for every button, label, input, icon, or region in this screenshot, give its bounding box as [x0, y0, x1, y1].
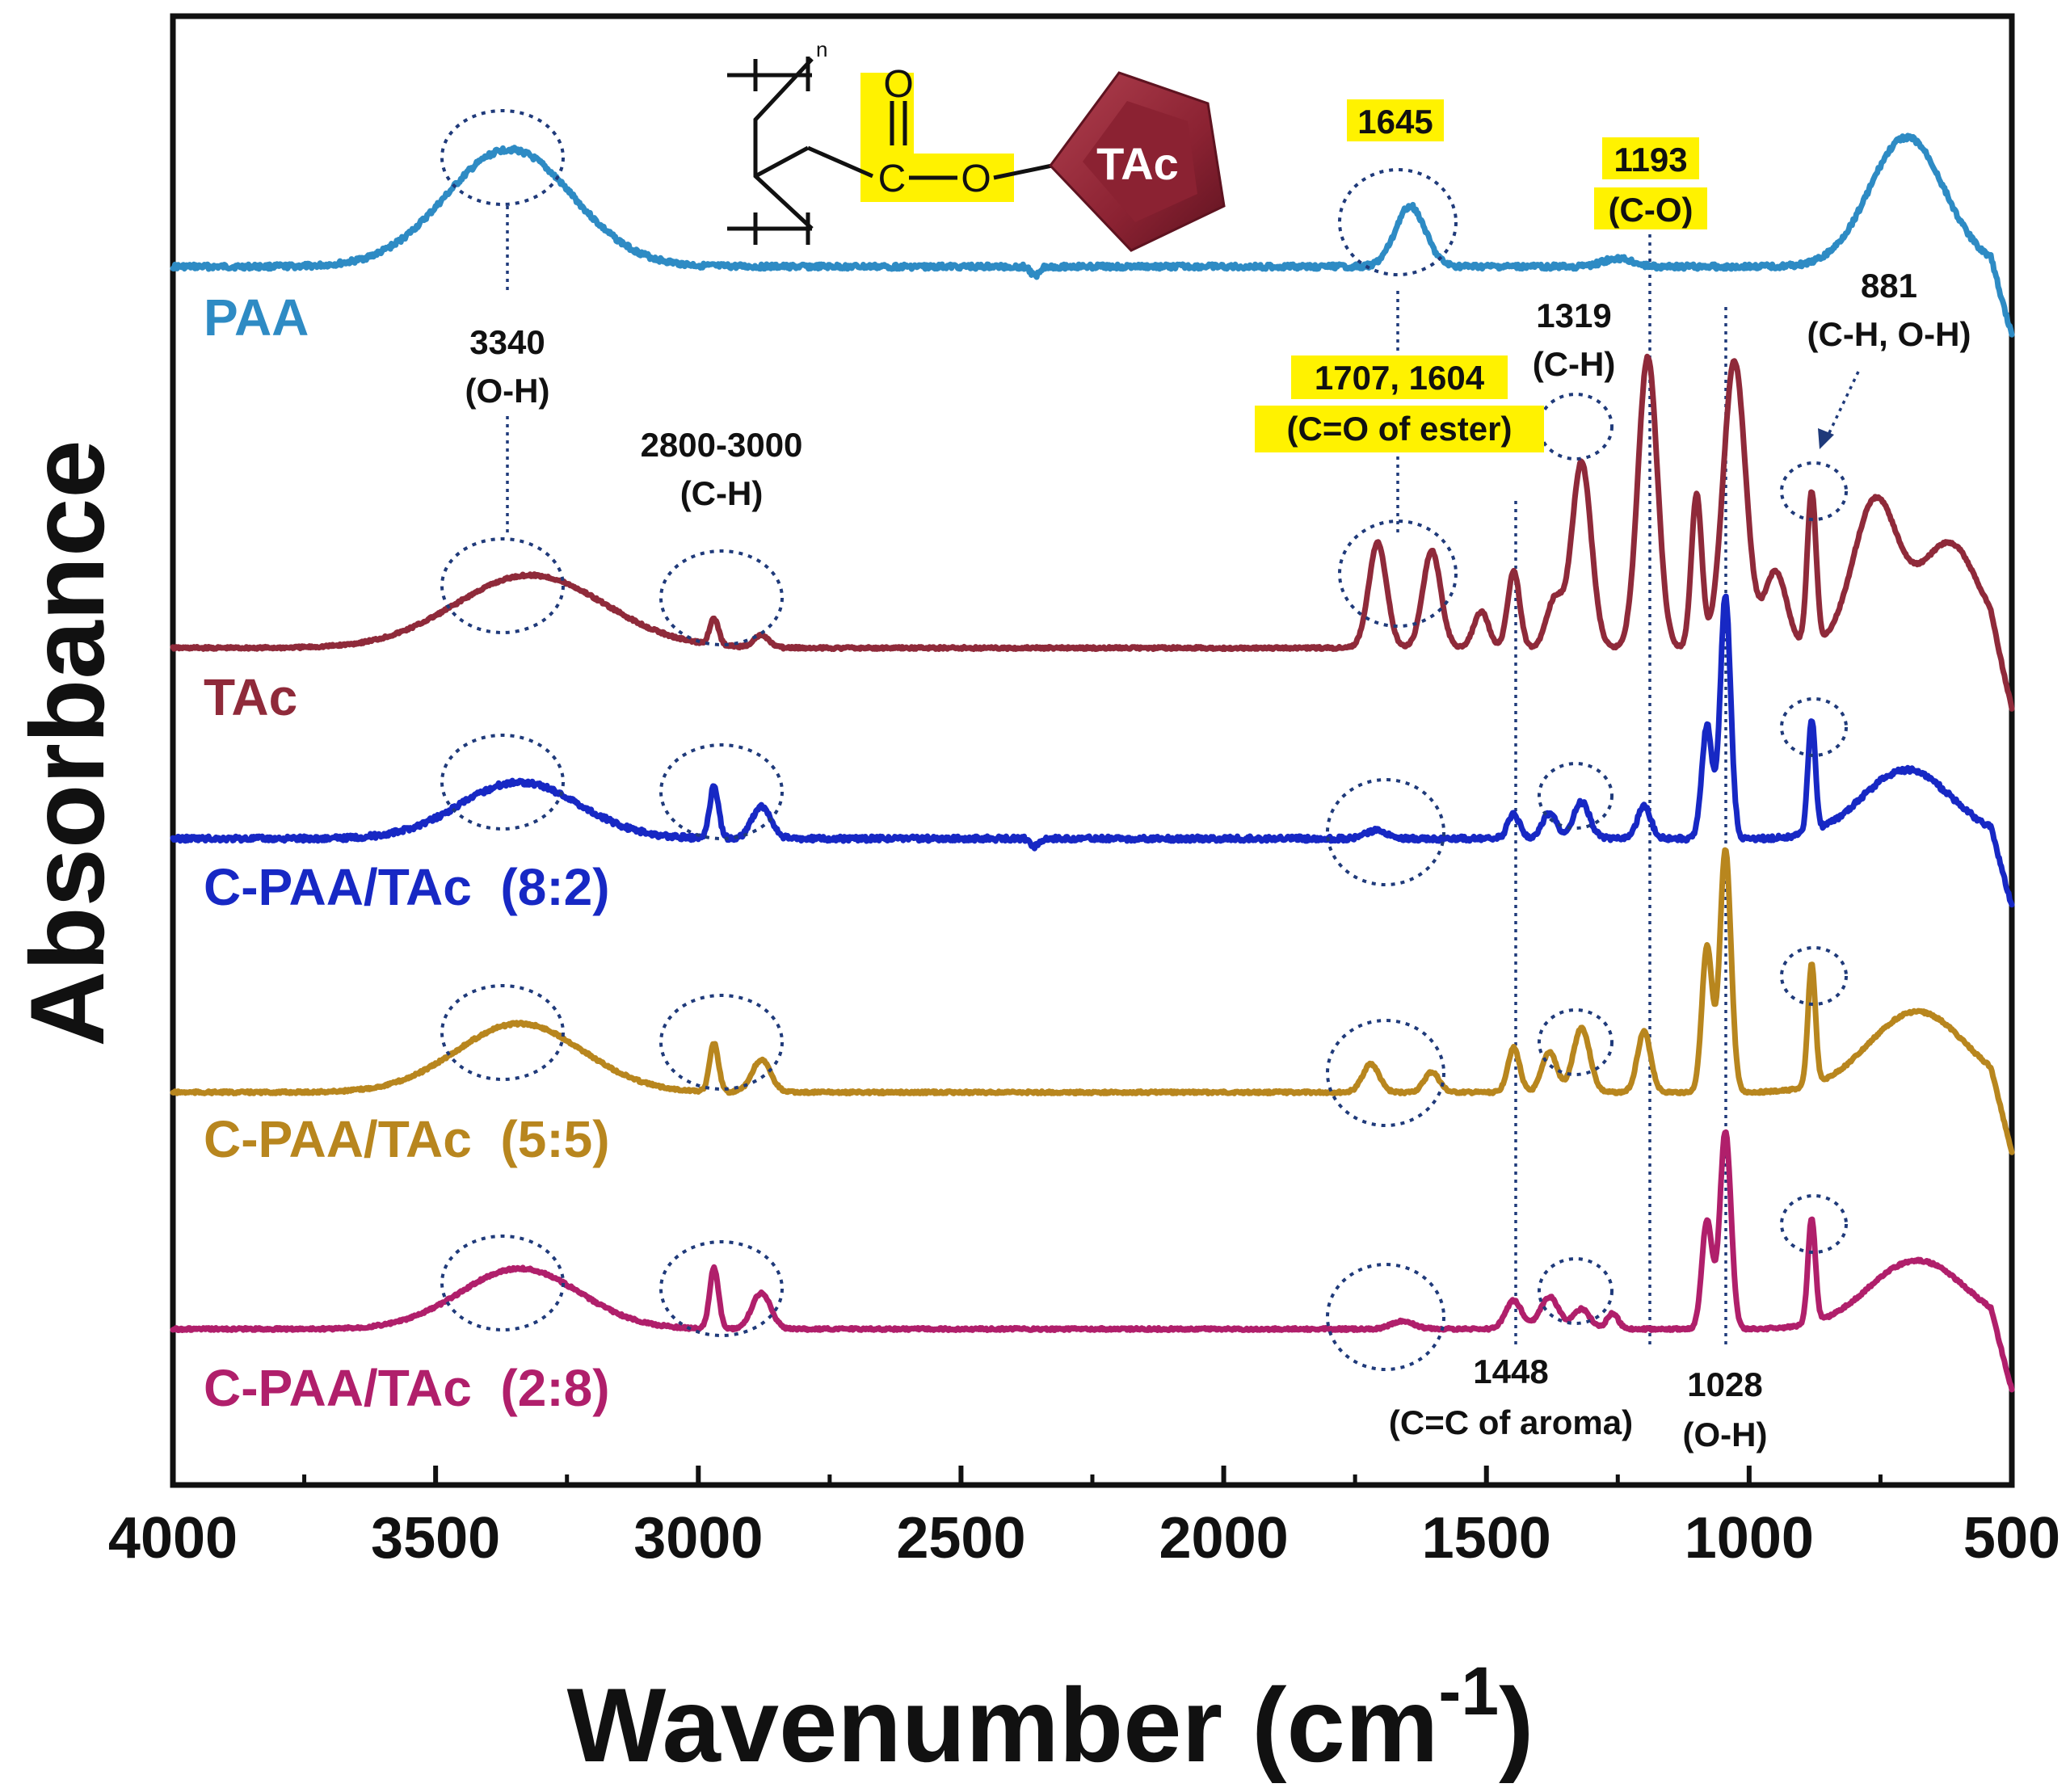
x-tick-label-4000: 4000 [108, 1506, 238, 1571]
annotation-1193-value: 1193 [1614, 141, 1687, 179]
x-axis-title-close: ) [1499, 1666, 1534, 1784]
structure-subscript-n: n [816, 37, 827, 61]
annotation-1319-value: 1319 [1536, 297, 1611, 334]
annotation-2800-3000-value: 2800-3000 [641, 426, 803, 464]
series-line-3 [170, 847, 2015, 1155]
circle-55-3340 [440, 984, 565, 1081]
series-line-4 [170, 1129, 2015, 1393]
series-line-0 [170, 133, 2015, 338]
spectra [170, 133, 2015, 1393]
circle-paa-1645 [1338, 168, 1458, 276]
circle-tac-1319 [1538, 393, 1614, 461]
annotations: 3340 (O-H) 2800-3000 (C-H) 1645 1193 (C-… [465, 99, 1971, 1453]
annotation-1028: 1028 (O-H) [1683, 1365, 1768, 1453]
circle-55-1707 [1326, 1019, 1445, 1127]
annotation-3340-value: 3340 [469, 323, 545, 361]
circle-82-1319 [1538, 762, 1614, 830]
series-label-82: C-PAA/TAc (8:2) [204, 858, 610, 916]
x-tick-label-500: 500 [1963, 1506, 2060, 1571]
x-tick-label-1500: 1500 [1422, 1506, 1551, 1571]
circle-82-2900 [659, 743, 784, 840]
circle-28-2900 [659, 1240, 784, 1337]
circle-tac-3340 [440, 537, 565, 634]
highlight-1193-value [1602, 137, 1699, 179]
x-axis-ticks: 4000 3500 3000 2500 2000 1500 1000 500 [108, 1466, 2060, 1571]
circle-82-881 [1780, 697, 1848, 757]
annotation-1448-group: (C=C of aroma) [1389, 1403, 1633, 1441]
y-axis-title: Absorbance [8, 440, 126, 1046]
x-tick-label-2000: 2000 [1159, 1506, 1288, 1571]
annotation-1448-value: 1448 [1473, 1352, 1548, 1390]
annotation-881-value: 881 [1861, 267, 1917, 305]
guide-lines [506, 206, 1860, 1345]
x-tick-label-1000: 1000 [1685, 1506, 1814, 1571]
annotation-1707-1604: 1707, 1604 (C=O of ester) [1255, 355, 1544, 452]
structure-atom-c: C [878, 158, 907, 200]
annotation-1319: 1319 (C-H) [1533, 297, 1616, 383]
series-labels: PAA TAc C-PAA/TAc (8:2) C-PAA/TAc (5:5) … [204, 288, 610, 1417]
annotation-1707-value: 1707, 1604 [1315, 359, 1485, 397]
series-label-55: C-PAA/TAc (5:5) [204, 1110, 610, 1168]
annotation-1645: 1645 [1347, 99, 1444, 141]
circle-tac-1707 [1338, 520, 1458, 628]
annotation-1193-group: (C-O) [1609, 191, 1693, 229]
annotation-3340-group: (O-H) [465, 372, 550, 410]
x-tick-label-3500: 3500 [371, 1506, 500, 1571]
series-line-1 [170, 353, 2015, 712]
annotation-881: 881 (C-H, O-H) [1807, 267, 1971, 353]
structure-atom-o-ester: O [961, 158, 991, 200]
tac-block-label: TAc [1096, 138, 1179, 189]
arrow-881-head [1818, 428, 1834, 449]
series-label-28: C-PAA/TAc (2:8) [204, 1359, 610, 1417]
circle-55-2900 [659, 994, 784, 1091]
x-tick-label-2500: 2500 [896, 1506, 1025, 1571]
highlight-1707-value [1291, 355, 1508, 399]
annotation-881-group: (C-H, O-H) [1807, 315, 1971, 353]
annotation-1645-value: 1645 [1357, 103, 1433, 141]
highlight-1645 [1347, 99, 1444, 141]
circle-28-1319 [1538, 1257, 1614, 1325]
annotation-1448: 1448 (C=C of aroma) [1389, 1352, 1633, 1441]
circle-28-881 [1780, 1194, 1848, 1254]
circle-28-1707 [1326, 1263, 1445, 1371]
highlight-1707-group [1255, 406, 1544, 452]
annotation-1319-group: (C-H) [1533, 345, 1616, 383]
circle-55-881 [1780, 946, 1848, 1006]
structure-atom-o-top: O [883, 63, 913, 106]
circle-82-3340 [440, 734, 565, 831]
circle-tac-2900 [659, 549, 784, 646]
annotation-2800-3000-group: (C-H) [680, 474, 764, 512]
circle-55-1319 [1538, 1008, 1614, 1076]
series-label-paa: PAA [204, 288, 309, 347]
tac-block-face [1083, 101, 1197, 222]
x-tick-label-3000: 3000 [633, 1506, 763, 1571]
annotation-1193: 1193 (C-O) [1594, 137, 1707, 229]
series-line-2 [170, 593, 2015, 908]
series-label-tac: TAc [204, 668, 297, 726]
peak-circles [440, 109, 1848, 1371]
annotation-1028-group: (O-H) [1683, 1416, 1768, 1453]
inset-structure: n O C O TAc [727, 37, 1226, 252]
x-axis-title-main: Wavenumber (cm [567, 1666, 1439, 1784]
polymer-backbone [727, 57, 1053, 245]
circle-82-1707 [1326, 778, 1445, 886]
annotation-3340: 3340 (O-H) [465, 323, 550, 410]
circle-paa-3340 [440, 109, 565, 206]
annotation-2800-3000: 2800-3000 (C-H) [641, 426, 803, 512]
highlight-1193-group [1594, 187, 1707, 229]
x-axis-title: Wavenumber (cm-1) [567, 1653, 1534, 1784]
annotation-1707-group: (C=O of ester) [1287, 410, 1513, 448]
circle-tac-881 [1780, 461, 1848, 521]
circle-28-3340 [440, 1235, 565, 1331]
x-axis-title-sup: -1 [1438, 1653, 1499, 1729]
arrow-881-shaft [1826, 371, 1860, 437]
annotation-1028-value: 1028 [1687, 1365, 1762, 1403]
